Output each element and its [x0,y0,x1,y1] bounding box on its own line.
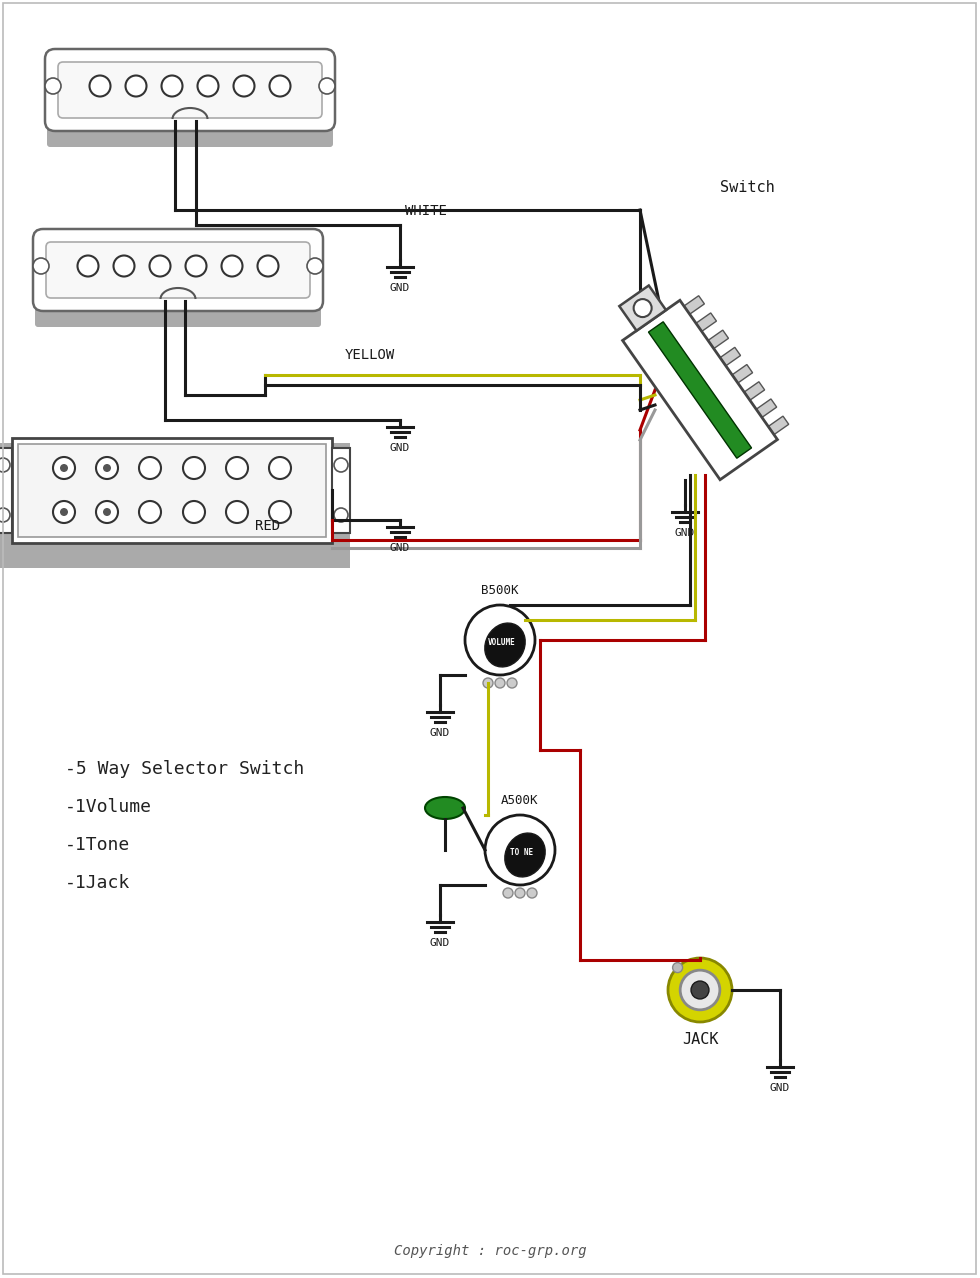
Circle shape [96,501,118,523]
Polygon shape [696,313,716,331]
Text: -1Jack: -1Jack [65,874,130,892]
Circle shape [162,75,182,97]
Text: GND: GND [430,728,450,737]
Circle shape [183,458,205,479]
Circle shape [185,256,207,276]
Text: GND: GND [390,282,410,293]
FancyBboxPatch shape [46,242,310,298]
Polygon shape [757,399,777,418]
Polygon shape [622,300,777,479]
Circle shape [269,501,291,523]
Text: Switch: Switch [720,180,775,196]
Circle shape [226,458,248,479]
Ellipse shape [485,624,525,667]
Circle shape [125,75,146,97]
Text: VOLUME: VOLUME [488,638,515,647]
Circle shape [691,982,709,999]
Circle shape [527,888,537,898]
Circle shape [60,464,68,472]
Circle shape [150,256,171,276]
Circle shape [103,507,111,516]
Circle shape [503,888,513,898]
Text: GND: GND [390,543,410,553]
FancyBboxPatch shape [58,63,322,118]
Circle shape [114,256,134,276]
Circle shape [96,458,118,479]
Circle shape [495,679,505,688]
Circle shape [183,501,205,523]
Circle shape [0,458,10,472]
Text: GND: GND [390,443,410,452]
Text: B500K: B500K [481,584,518,597]
Circle shape [226,501,248,523]
FancyBboxPatch shape [35,293,321,327]
Polygon shape [732,364,753,383]
Circle shape [634,299,652,317]
Text: WHITE: WHITE [405,204,447,219]
Bar [12,437,332,542]
Circle shape [507,679,517,688]
Polygon shape [720,348,741,366]
Text: TO NE: TO NE [511,847,533,856]
Circle shape [45,78,61,95]
Polygon shape [619,285,666,331]
Circle shape [258,256,278,276]
Circle shape [485,815,555,884]
Polygon shape [744,382,764,400]
Circle shape [139,458,161,479]
Bar [0,442,350,567]
Circle shape [334,507,348,521]
Circle shape [198,75,219,97]
Circle shape [515,888,525,898]
Circle shape [77,256,99,276]
Circle shape [465,604,535,675]
Circle shape [319,78,335,95]
Circle shape [233,75,255,97]
Circle shape [103,464,111,472]
Text: -1Tone: -1Tone [65,836,130,854]
Ellipse shape [425,797,465,819]
Text: -1Volume: -1Volume [65,797,152,815]
Circle shape [483,679,493,688]
Text: Copyright : roc-grp.org: Copyright : roc-grp.org [394,1243,586,1258]
Text: GND: GND [430,938,450,948]
Polygon shape [684,295,705,314]
Circle shape [221,256,242,276]
Circle shape [680,970,720,1010]
FancyBboxPatch shape [45,49,335,132]
Circle shape [53,458,75,479]
Bar [332,447,350,533]
Circle shape [0,507,10,521]
Text: YELLOW: YELLOW [345,348,395,362]
Text: GND: GND [675,528,695,538]
Circle shape [60,507,68,516]
Circle shape [269,458,291,479]
Circle shape [139,501,161,523]
Text: JACK: JACK [682,1033,718,1047]
Bar [0,447,12,533]
Bar [18,443,326,537]
Circle shape [33,258,49,273]
Ellipse shape [505,833,545,877]
Circle shape [89,75,111,97]
Polygon shape [649,322,752,459]
Circle shape [672,962,683,973]
Text: A500K: A500K [501,794,539,806]
Circle shape [668,958,732,1022]
Circle shape [270,75,290,97]
Text: RED: RED [255,519,280,533]
Polygon shape [708,330,728,349]
Text: -5 Way Selector Switch: -5 Way Selector Switch [65,760,304,778]
Circle shape [334,458,348,472]
Circle shape [53,501,75,523]
FancyBboxPatch shape [33,229,323,311]
FancyBboxPatch shape [47,112,333,147]
Circle shape [307,258,323,273]
Text: GND: GND [770,1082,790,1093]
Polygon shape [768,417,789,435]
